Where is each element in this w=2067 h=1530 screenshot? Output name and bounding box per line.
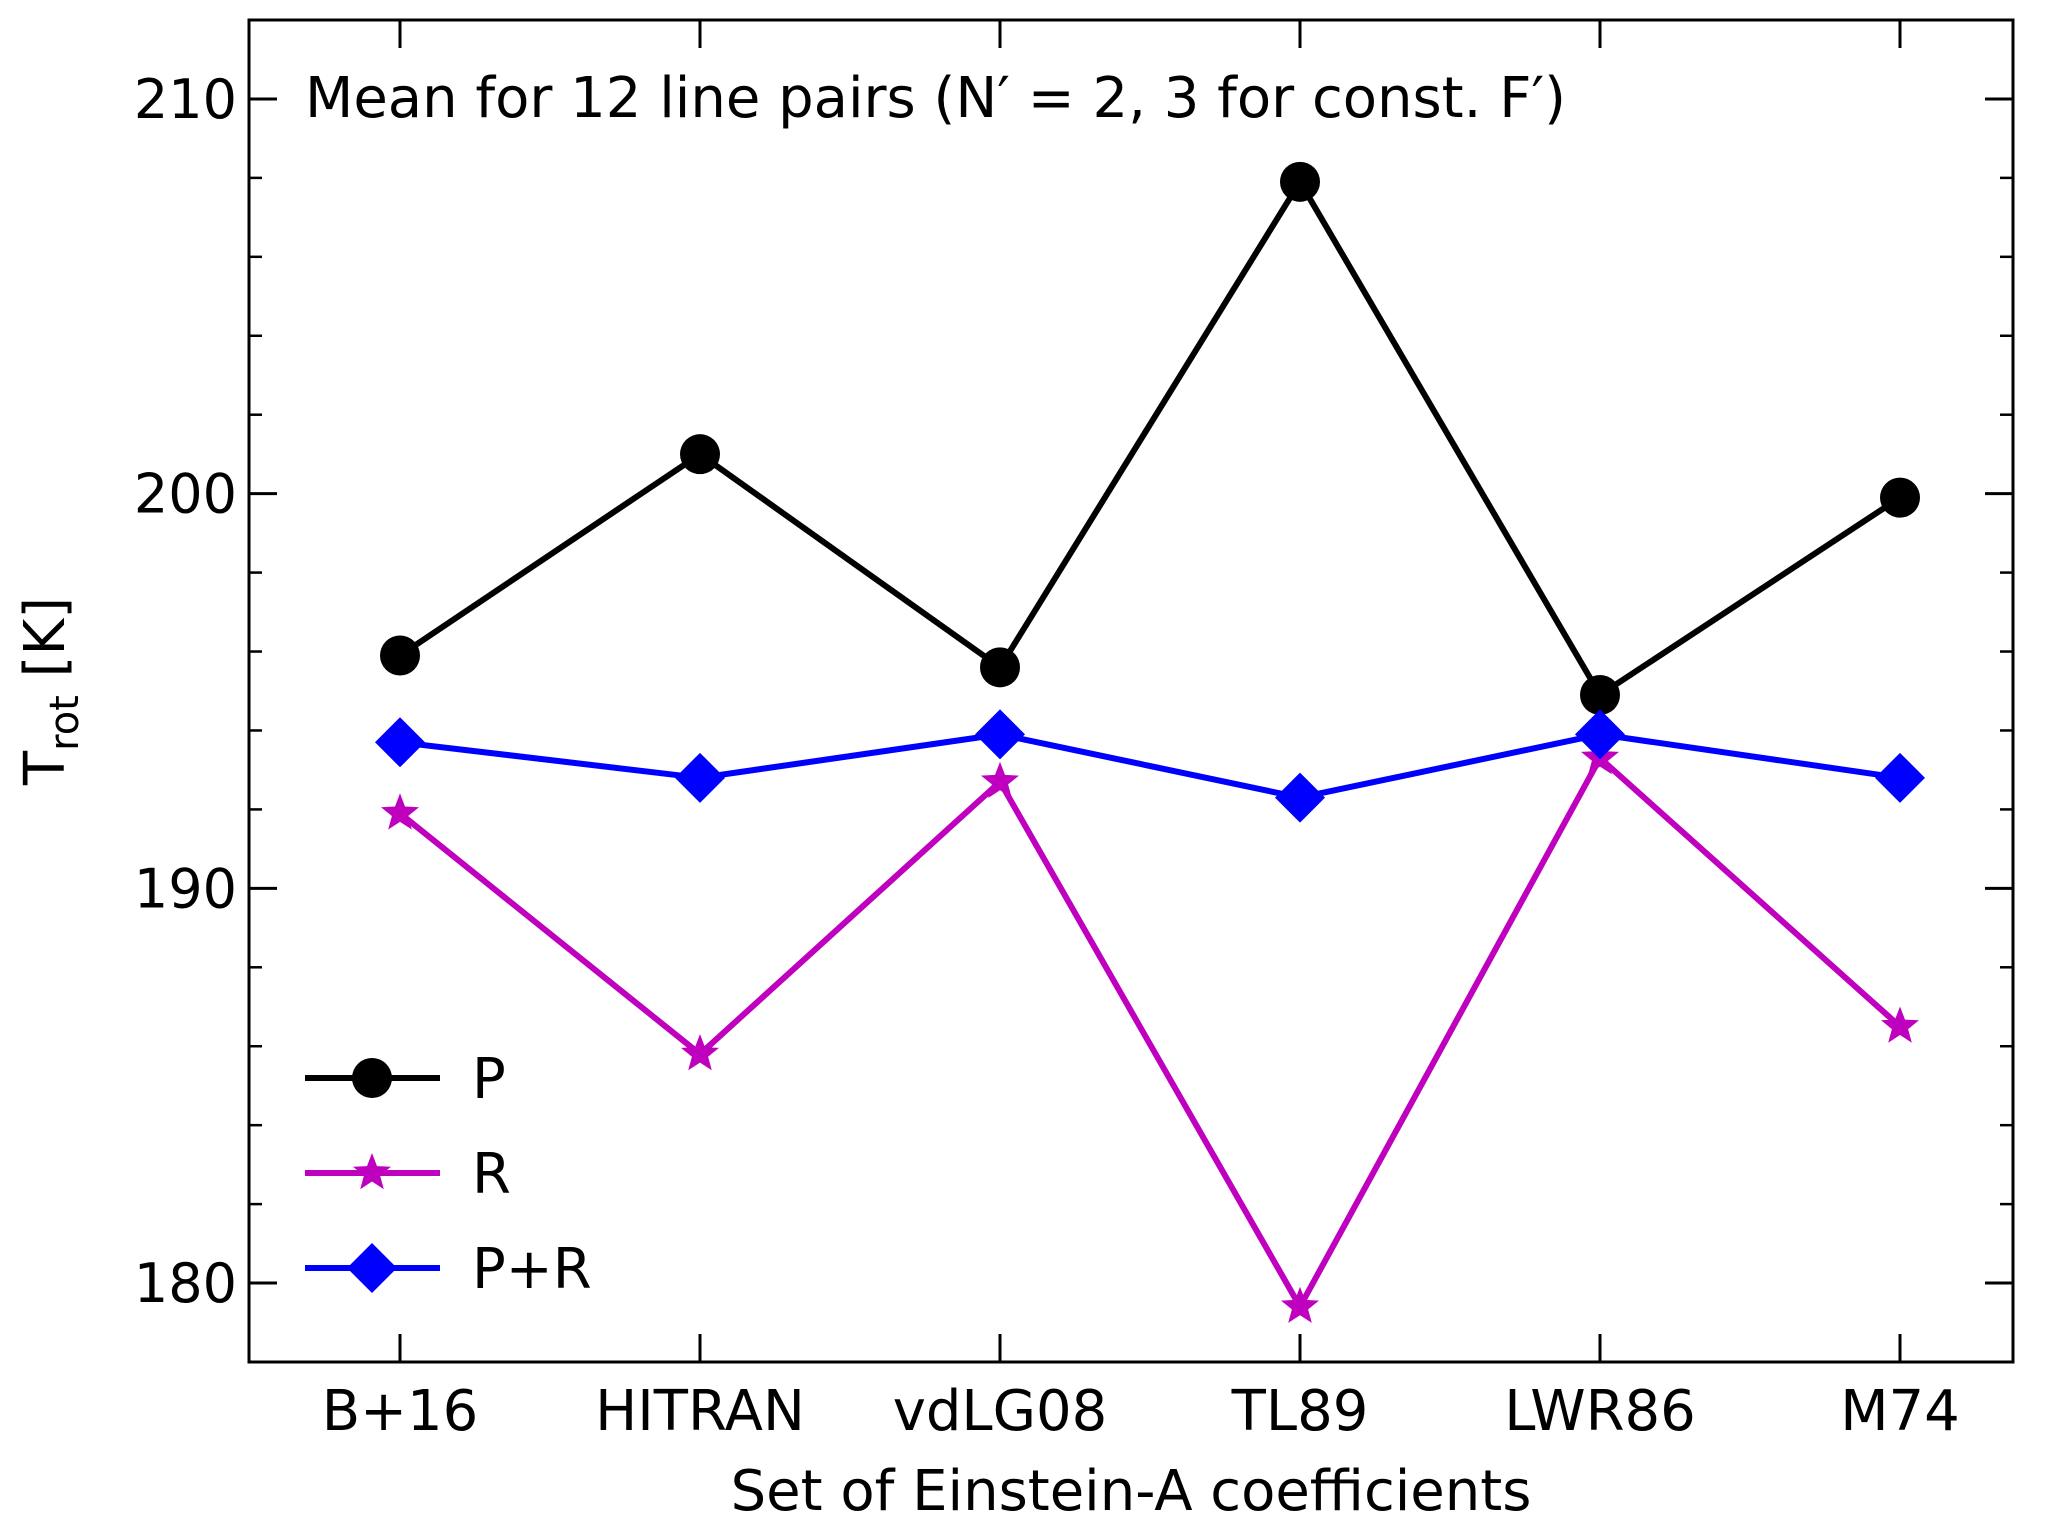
data-point-p [1880,477,1920,518]
data-point-r [1881,1006,1919,1043]
y-axis-label: Trot [K] [13,597,88,786]
series-line-r [398,755,1903,1310]
x-axis-label: Set of Einstein-A coefficients [731,1459,1532,1524]
chart-annotation: Mean for 12 line pairs (N′ = 2, 3 for co… [305,66,1566,131]
y-axis-label-sub: rot [42,695,88,751]
data-point-p-r [975,709,1025,760]
y-tick-label: 190 [134,857,237,920]
legend-item-r: R [305,1142,511,1207]
data-point-r [681,1034,719,1071]
y-tick-label: 200 [134,463,237,526]
data-point-p [380,635,420,676]
data-point-p-r [675,752,725,803]
data-point-r [1281,1286,1319,1323]
legend-item-p-r: P+R [305,1237,592,1302]
data-point-p [980,647,1020,688]
legend-label-p: P [472,1047,506,1112]
data-point-r [381,793,419,830]
series-line-p-r [399,731,1901,801]
legend-marker-r [353,1153,391,1190]
data-point-p-r [1875,752,1925,803]
y-axis-label-main: T [13,750,78,786]
legend-label-r: R [472,1142,511,1207]
axis-ticks: 180 190 200 210 B+16 HITRAN vdLG08 TL89 LWR86 M74 [134,18,2013,1444]
legend: PR P+R [305,1047,592,1302]
data-point-p [1280,161,1320,202]
series-r [381,738,1919,1323]
plot-frame [247,18,2015,1364]
series-group [375,161,1925,1323]
x-tick-label: M74 [1840,1379,1960,1444]
legend-marker-p-r [347,1243,397,1293]
y-axis-label-unit: [K] [13,597,78,695]
x-tick-label: LWR86 [1504,1379,1696,1444]
data-point-r [981,761,1019,798]
series-p-r [375,709,1925,823]
data-point-p-r [1275,772,1325,823]
legend-item-p: P [305,1047,506,1112]
series-p [380,161,1920,715]
x-tick-label: vdLG08 [893,1379,1108,1444]
x-tick-label: TL89 [1231,1379,1369,1444]
data-point-p [680,434,720,475]
x-tick-label: HITRAN [595,1379,805,1444]
x-tick-label: B+16 [322,1379,479,1444]
data-point-p [1580,674,1620,715]
data-point-p-r [375,717,425,768]
data-point-p-r [1575,709,1625,760]
series-line-p [398,178,1902,698]
y-tick-label: 210 [134,68,237,131]
legend-marker-p [352,1058,392,1098]
y-tick-label: 180 [134,1252,237,1315]
legend-label-p-r: P+R [472,1237,592,1302]
